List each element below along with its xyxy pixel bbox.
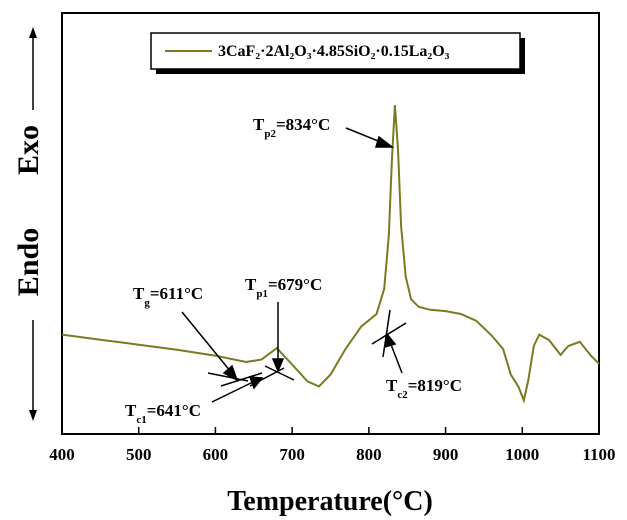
y-arrow-down-head: [29, 410, 37, 421]
x-tick-label-1100: 1100: [582, 445, 615, 464]
arrow-tp2-head: [374, 135, 395, 148]
annotation-tp1-subscript: p1: [256, 288, 268, 300]
x-tick-label-800: 800: [356, 445, 382, 464]
arrow-tp1-head: [271, 358, 285, 373]
x-tick-label-900: 900: [433, 445, 459, 464]
annotation-tc1-value: =641°C: [147, 401, 201, 420]
y-label-endo: Endo: [12, 228, 45, 296]
annotation-tp1-symbol: T: [245, 275, 257, 294]
legend: 3CaF₂·2Al₂O₃·4.85SiO₂·0.15La₂O₃: [150, 32, 525, 74]
arrow-tc1-head: [248, 376, 264, 390]
tangent-tc2-a: [371, 322, 407, 345]
annotation-tp2-symbol: T: [253, 115, 265, 134]
x-tick-label-700: 700: [279, 445, 305, 464]
x-tick-label-600: 600: [203, 445, 229, 464]
annotation-tp2: Tp2=834°C: [253, 115, 330, 140]
annotation-tg-value: =611°C: [150, 284, 203, 303]
arrow-tg-head: [222, 364, 239, 382]
tangent-lines: [207, 309, 407, 387]
annotation-tp2-value: =834°C: [276, 115, 330, 134]
y-label-exo: Exo: [12, 125, 45, 175]
x-tick-label-400: 400: [49, 445, 75, 464]
x-tick-label-1000: 1000: [505, 445, 539, 464]
annotation-tc2-value: =819°C: [408, 376, 462, 395]
arrow-tc1: [211, 381, 254, 403]
series-line-dta-curve: [61, 105, 600, 404]
annotation-tc1: Tc1=641°C: [125, 401, 201, 426]
arrow-tp2: [345, 127, 384, 144]
x-axis-tick-labels: 400 500 600 700 800 900 1000 1100: [49, 445, 615, 464]
arrow-tc2: [389, 341, 403, 374]
x-tick-label-500: 500: [126, 445, 152, 464]
tangent-tp1-b: [264, 365, 295, 381]
annotation-tg-symbol: T: [133, 284, 145, 303]
annotation-tp1: Tp1=679°C: [245, 275, 322, 300]
legend-box: [150, 32, 521, 70]
annotation-tc2-subscript: c2: [397, 389, 408, 401]
annotation-tg: Tg=611°C: [133, 284, 203, 309]
arrow-tg: [181, 311, 232, 373]
annotation-tg-subscript: g: [144, 297, 150, 309]
annotation-arrows: [181, 127, 403, 403]
annotation-tp2-subscript: p2: [264, 128, 276, 140]
y-arrow-up-head: [29, 27, 37, 38]
tangent-tg-b: [220, 372, 263, 387]
x-axis-ticks: [61, 427, 600, 434]
plot-frame: [61, 12, 600, 435]
arrow-tc2-head: [384, 332, 397, 349]
annotation-tc2: Tc2=819°C: [386, 376, 462, 401]
y-axis-label: Endo Exo: [12, 27, 45, 421]
annotation-tp1-value: =679°C: [268, 275, 322, 294]
legend-label: 3CaF₂·2Al₂O₃·4.85SiO₂·0.15La₂O₃: [218, 43, 450, 60]
x-axis-label: Temperature(°C): [227, 486, 433, 517]
annotation-tc2-symbol: T: [386, 376, 398, 395]
annotation-tc1-symbol: T: [125, 401, 137, 420]
annotation-tc1-subscript: c1: [136, 414, 146, 426]
